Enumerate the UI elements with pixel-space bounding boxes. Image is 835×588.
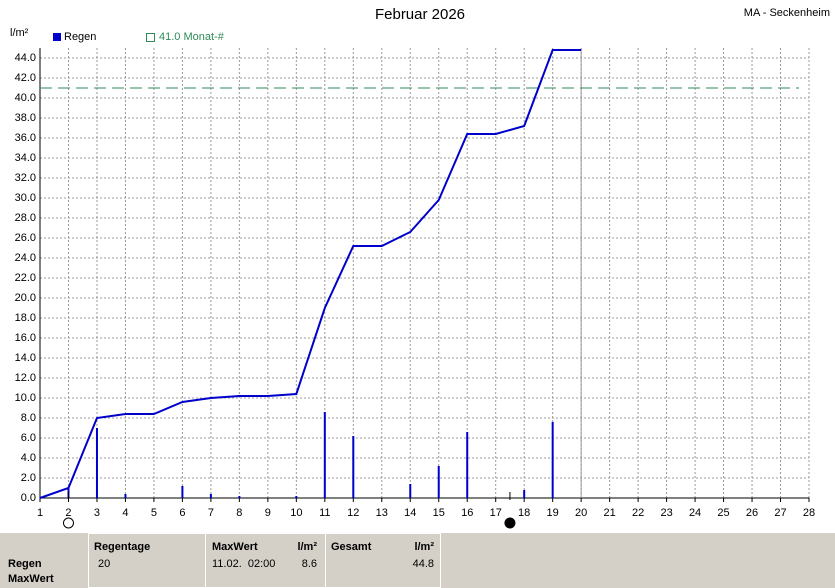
bar (95, 428, 98, 498)
x-tick-label: 22 (632, 507, 644, 519)
x-tick-label: 21 (604, 507, 616, 519)
bar (437, 466, 440, 498)
bar (209, 494, 212, 498)
y-tick-label: 28.0 (15, 212, 36, 224)
x-tick-label: 15 (433, 507, 445, 519)
y-tick-label: 14.0 (15, 352, 36, 364)
header: MaxWert (212, 541, 258, 553)
y-tick-label: 4.0 (21, 452, 36, 464)
x-tick-label: 27 (774, 507, 786, 519)
y-tick-label: 32.0 (15, 172, 36, 184)
unit: l/m² (414, 541, 434, 553)
bar (523, 490, 526, 498)
chart-title: Februar 2026 (375, 6, 465, 23)
y-tick-label: 20.0 (15, 292, 36, 304)
value: 11.02. 02:00 (212, 558, 275, 570)
x-tick-label: 25 (717, 507, 729, 519)
x-tick-label: 14 (404, 507, 416, 519)
legend-label: Regen (64, 31, 96, 43)
x-tick-label: 13 (376, 507, 388, 519)
y-tick-label: 10.0 (15, 392, 36, 404)
unit: l/m² (297, 541, 317, 553)
bar (323, 412, 326, 498)
x-tick-label: 8 (236, 507, 242, 519)
y-tick-label: 40.0 (15, 92, 36, 104)
row-label: Regen (8, 558, 42, 570)
x-tick-label: 9 (265, 507, 271, 519)
series-line (39, 49, 582, 499)
x-tick-label: 24 (689, 507, 701, 519)
summary-panel (0, 533, 835, 588)
y-tick-label: 6.0 (21, 432, 36, 444)
y-tick-label: 42.0 (15, 72, 36, 84)
bar (238, 496, 241, 498)
y-tick-label: 16.0 (15, 332, 36, 344)
x-tick-label: 20 (575, 507, 587, 519)
y-tick-label: 36.0 (15, 132, 36, 144)
x-tick-label: 1 (37, 507, 43, 519)
y-tick-label: 0.0 (21, 492, 36, 504)
station: MA - Seckenheim (744, 7, 830, 19)
x-tick-label: 2 (65, 507, 71, 519)
y-axis-label: l/m² (10, 27, 29, 39)
bar (124, 494, 127, 498)
row-label: MaxWert (8, 573, 54, 585)
header: Gesamt (331, 541, 372, 553)
y-tick-label: 34.0 (15, 152, 36, 164)
x-tick-label: 28 (803, 507, 815, 519)
chart-bg (0, 0, 835, 533)
x-tick-label: 11 (319, 507, 330, 519)
y-tick-label: 18.0 (15, 312, 36, 324)
y-tick-label: 8.0 (21, 412, 36, 424)
x-tick-label: 6 (179, 507, 185, 519)
y-tick-label: 44.0 (15, 52, 36, 64)
value: 44.8 (413, 558, 434, 570)
x-tick-label: 19 (547, 507, 559, 519)
x-tick-label: 4 (122, 507, 128, 519)
value: 20 (98, 558, 110, 570)
x-tick-label: 5 (151, 507, 157, 519)
bar (409, 484, 412, 498)
x-tick-label: 3 (94, 507, 100, 519)
bar (181, 486, 184, 498)
bar (551, 422, 554, 498)
x-tick-label: 18 (518, 507, 530, 519)
y-tick-label: 12.0 (15, 372, 36, 384)
y-tick-label: 38.0 (15, 112, 36, 124)
bar (466, 432, 469, 498)
y-tick-label: 26.0 (15, 232, 36, 244)
header: Regentage (94, 541, 150, 553)
x-tick-label: 10 (290, 507, 302, 519)
legend-label: 41.0 Monat-# (159, 31, 225, 43)
bar (295, 496, 298, 498)
x-tick-label: 12 (347, 507, 359, 519)
y-tick-label: 24.0 (15, 252, 36, 264)
bar (352, 436, 355, 498)
x-tick-label: 16 (461, 507, 473, 519)
legend-swatch (146, 33, 155, 42)
x-tick-label: 17 (490, 507, 502, 519)
y-tick-label: 30.0 (15, 192, 36, 204)
value: 8.6 (302, 558, 317, 570)
x-tick-label: 26 (746, 507, 758, 519)
x-tick-label: 23 (660, 507, 672, 519)
legend-swatch (53, 33, 61, 41)
x-tick-label: 7 (208, 507, 214, 519)
moon-icon (504, 517, 516, 529)
moon-icon (62, 517, 74, 529)
y-tick-label: 22.0 (15, 272, 36, 284)
y-tick-label: 2.0 (21, 472, 36, 484)
